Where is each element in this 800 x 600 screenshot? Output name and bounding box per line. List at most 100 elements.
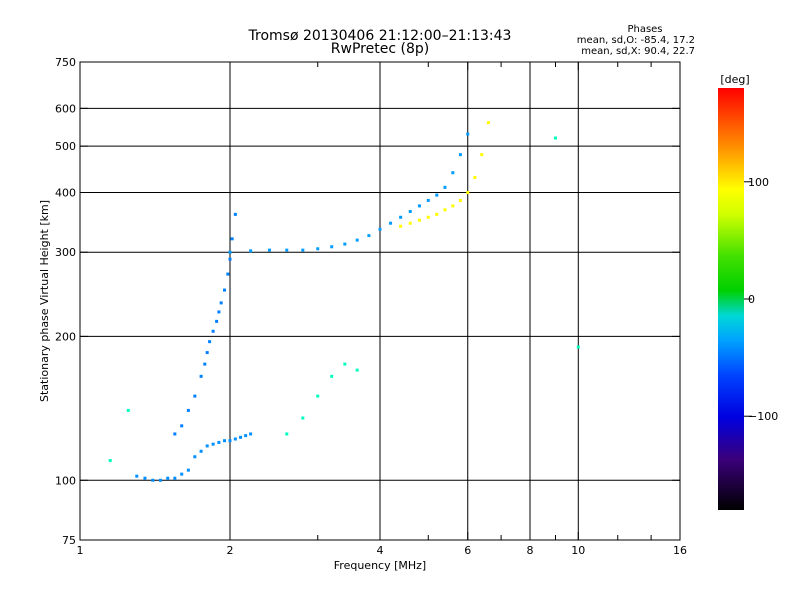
data-point — [228, 257, 232, 261]
data-point — [378, 227, 382, 231]
data-point — [443, 208, 447, 212]
x-tick-label: 10 — [571, 544, 585, 557]
y-tick-label: 75 — [62, 534, 76, 547]
data-point — [151, 478, 155, 482]
data-point — [473, 175, 477, 179]
data-point — [173, 432, 177, 436]
data-point — [451, 204, 455, 208]
data-point — [480, 153, 484, 157]
data-points — [108, 121, 580, 482]
data-point — [399, 224, 403, 228]
data-point — [355, 368, 359, 372]
data-point — [199, 374, 203, 378]
data-point — [143, 476, 147, 480]
x-tick-label: 6 — [464, 544, 471, 557]
data-point — [389, 221, 393, 225]
data-point — [426, 198, 430, 202]
data-point — [435, 212, 439, 216]
data-point — [301, 248, 305, 252]
y-tick-label: 600 — [55, 102, 76, 115]
data-point — [426, 215, 430, 219]
data-point — [417, 204, 421, 208]
data-point — [233, 437, 237, 441]
data-point — [408, 210, 412, 214]
colorbar-tick-label: −100 — [748, 410, 778, 423]
data-point — [399, 215, 403, 219]
data-point — [211, 329, 215, 333]
data-point — [355, 238, 359, 242]
data-point — [367, 234, 371, 238]
y-tick-label: 100 — [55, 474, 76, 487]
data-point — [180, 424, 184, 428]
colorbar-ticks: 100 0 −100 — [744, 176, 778, 423]
data-point — [330, 245, 334, 249]
data-point — [180, 472, 184, 476]
data-point — [158, 478, 162, 482]
phases-x-line: mean, sd,X: 90.4, 22.7 — [581, 46, 695, 57]
x-tick-label: 16 — [673, 544, 687, 557]
y-tick-label: 200 — [55, 330, 76, 343]
y-axis-label: Stationary phase Virtual Height [km] — [38, 200, 51, 402]
data-point — [553, 136, 557, 140]
data-point — [223, 288, 227, 292]
data-point — [244, 434, 248, 438]
colorbar — [718, 88, 744, 510]
data-point — [193, 455, 197, 459]
data-point — [285, 248, 289, 252]
data-point — [435, 193, 439, 197]
axis-ticks: 1 2 4 6 8 10 16 75 100 200 300 400 500 600 750 — [55, 56, 687, 557]
x-tick-label: 2 — [227, 544, 234, 557]
data-point — [173, 476, 177, 480]
data-point — [249, 432, 253, 436]
data-point — [186, 468, 190, 472]
data-point — [126, 408, 130, 412]
y-tick-label: 750 — [55, 56, 76, 69]
grid-lines — [80, 62, 680, 540]
data-point — [576, 345, 580, 349]
data-point — [408, 221, 412, 225]
data-point — [249, 249, 253, 253]
data-point — [486, 121, 490, 125]
data-point — [217, 440, 221, 444]
data-point — [223, 439, 227, 443]
data-point — [417, 218, 421, 222]
x-tick-label: 4 — [377, 544, 384, 557]
y-tick-label: 300 — [55, 246, 76, 259]
data-point — [208, 340, 212, 344]
data-point — [233, 212, 237, 216]
data-point — [205, 444, 209, 448]
y-tick-label: 400 — [55, 186, 76, 199]
data-point — [211, 442, 215, 446]
data-point — [203, 362, 207, 366]
chart-subtitle: RwPretec (8p) — [331, 41, 429, 57]
data-point — [228, 439, 232, 443]
data-point — [193, 394, 197, 398]
colorbar-tick-label: 0 — [748, 293, 755, 306]
data-point — [219, 301, 223, 305]
data-point — [135, 474, 139, 478]
data-point — [316, 247, 320, 251]
colorbar-tick-label: 100 — [748, 176, 769, 189]
data-point — [267, 248, 271, 252]
data-point — [466, 190, 470, 194]
data-point — [205, 351, 209, 355]
chart-title: Tromsø 20130406 21:12:00–21:13:43 — [248, 28, 512, 44]
data-point — [343, 242, 347, 246]
data-point — [285, 432, 289, 436]
y-tick-label: 500 — [55, 140, 76, 153]
x-tick-label: 8 — [527, 544, 534, 557]
data-point — [226, 272, 230, 276]
x-tick-label: 1 — [77, 544, 84, 557]
data-point — [239, 435, 243, 439]
data-point — [217, 310, 221, 314]
data-point — [330, 374, 334, 378]
data-point — [316, 394, 320, 398]
data-point — [343, 362, 347, 366]
data-point — [228, 250, 232, 254]
data-point — [230, 237, 234, 241]
data-point — [458, 153, 462, 157]
phases-o-line: mean, sd,O: -85.4, 17.2 — [577, 35, 695, 46]
data-point — [186, 408, 190, 412]
data-point — [451, 171, 455, 175]
